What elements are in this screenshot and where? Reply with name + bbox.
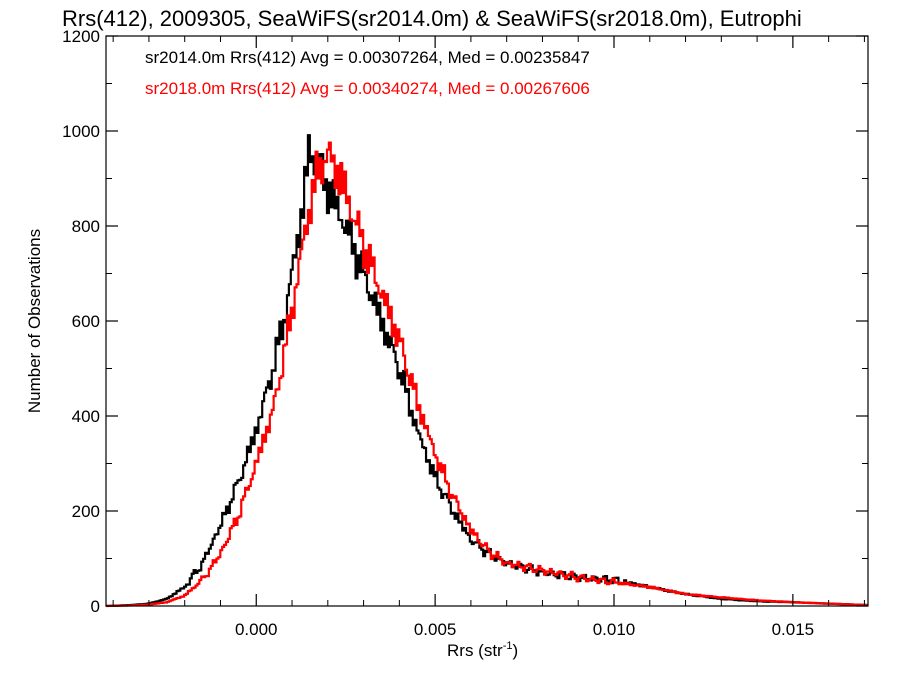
x-axis-label-close: ): [513, 641, 519, 660]
legend-entry-sr2018.0m: sr2018.0m Rrs(412) Avg = 0.00340274, Med…: [145, 79, 590, 98]
y-axis-label: Number of Observations: [25, 229, 44, 413]
series-line-sr2018.0m: [106, 141, 868, 608]
x-axis-label: Rrs (str-1): [447, 640, 518, 660]
x-tick-label: 0.005: [414, 620, 457, 639]
plot-area: [105, 35, 869, 608]
series-line-sr2014.0m: [106, 134, 868, 608]
x-axis-label-base: Rrs (str: [447, 641, 503, 660]
legend-entry-sr2014.0m: sr2014.0m Rrs(412) Avg = 0.00307264, Med…: [145, 48, 590, 67]
y-tick-label: 800: [72, 217, 100, 236]
x-tick-label: 0.015: [772, 620, 815, 639]
legend: sr2014.0m Rrs(412) Avg = 0.00307264, Med…: [145, 48, 590, 98]
y-tick-label: 1000: [62, 122, 100, 141]
x-axis: 0.000 0.005 0.010 0.015: [112, 36, 865, 639]
chart-title: Rrs(412), 2009305, SeaWiFS(sr2014.0m) & …: [62, 6, 802, 31]
y-tick-label: 0: [91, 597, 100, 616]
y-axis: 0 200 400 600 800 1000 1200: [62, 27, 868, 616]
y-tick-label: 400: [72, 407, 100, 426]
x-tick-label: 0.010: [593, 620, 636, 639]
plot-frame: [105, 35, 869, 607]
x-tick-label: 0.000: [235, 620, 278, 639]
y-tick-label: 200: [72, 502, 100, 521]
y-tick-label: 1200: [62, 27, 100, 46]
y-tick-label: 600: [72, 312, 100, 331]
x-axis-label-sup: -1: [503, 640, 513, 652]
